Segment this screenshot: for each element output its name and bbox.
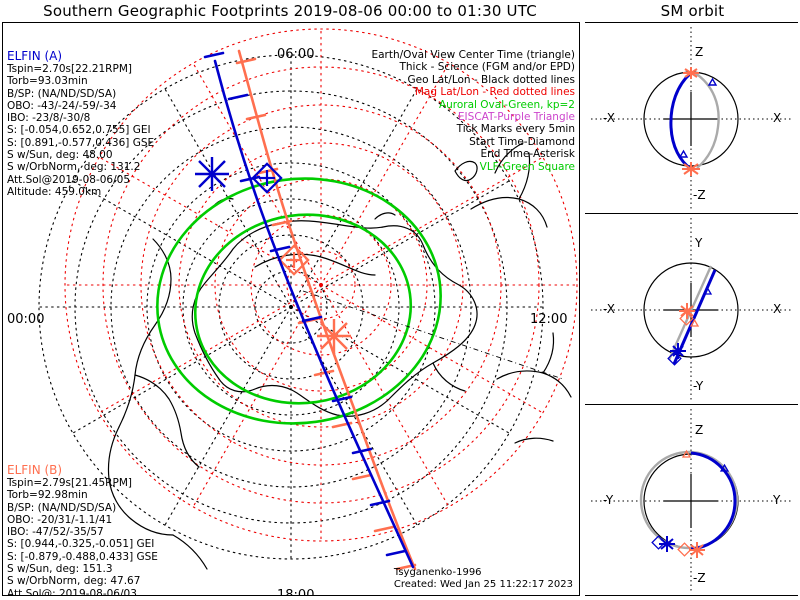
sm-yz-axis-left: -Y — [603, 493, 614, 507]
sm-xz-axis-right: X — [773, 111, 782, 125]
elfin-b-line: Att.Sol@: 2019-08-06/03 — [7, 587, 137, 596]
elfin-b-orbit-markers — [682, 67, 700, 176]
geo-meridian-grid — [38, 54, 544, 560]
legend-item: Earth/Oval View Center Time (triangle) — [371, 49, 575, 61]
elfin-a-track — [195, 51, 415, 569]
elfin-b-line: Tspin=2.79s[21.45RPM] — [7, 477, 132, 489]
elfin-b-name: ELFIN (B) — [7, 463, 63, 477]
legend-item: Tick Marks every 5min — [456, 123, 575, 136]
sm-xy-axis-top: Y — [695, 236, 703, 250]
legend-item: Mag Lat/Lon - Red dotted lines — [414, 86, 575, 99]
view-center-line — [302, 290, 564, 380]
elfin-b-end-marker — [317, 319, 351, 353]
elfin-b-end-marker — [689, 542, 705, 558]
elfin-a-line: B/SP: (NA/ND/SD/SA) — [7, 87, 117, 100]
elfin-b-markers — [679, 303, 695, 319]
elfin-b-info-block: ELFIN (B) Tspin=2.79s[21.45RPM] Torb=92.… — [7, 463, 158, 596]
elfin-a-info-block: ELFIN (A) Tspin=2.70s[22.21RPM] Torb=93.… — [7, 49, 154, 198]
legend-item: Start Time-Diamond — [469, 135, 575, 148]
created-timestamp: Created: Wed Jan 25 11:22:17 2023 — [393, 579, 573, 590]
view-center-triangle — [719, 463, 730, 472]
elfin-b-line: S w/OrbNorm, deg: 47.67 — [7, 575, 141, 588]
elfin-a-end-marker — [195, 157, 229, 191]
auroral-oval — [156, 177, 442, 425]
sm-panel-xz[interactable]: Z -Z -X X — [585, 22, 798, 213]
sm-yz-axis-bottom: -Z — [693, 571, 706, 585]
elfin-b-line: S: [0.944,-0.325,-0.051] GEI — [7, 538, 155, 551]
sm-xz-axis-top: Z — [695, 45, 704, 59]
map-legend: Earth/Oval View Center Time (triangle) T… — [371, 49, 575, 173]
elfin-b-line: IBO: -47/52/-35/57 — [7, 526, 104, 539]
elfin-a-orbit — [669, 71, 693, 171]
elfin-b-line: OBO: -20/31/-1.1/41 — [7, 513, 113, 526]
map-canvas — [38, 28, 578, 571]
elfin-a-line: S w/Sun, deg: 48.00 — [7, 149, 113, 162]
elfin-b-track — [235, 49, 417, 571]
elfin-a-line: IBO: -23/8/-30/8 — [7, 112, 91, 125]
start-diamond — [651, 535, 666, 550]
sm-xz-axis-left: -X — [603, 111, 615, 125]
sm-xz-canvas — [591, 27, 791, 209]
legend-item: VLF-Green Square — [479, 160, 575, 173]
elfin-a-start-marker — [251, 162, 283, 194]
sm-panel-yz[interactable]: Z -Z -Y Y — [585, 404, 798, 596]
elfin-b-line: S w/Sun, deg: 151.3 — [7, 563, 113, 576]
sm-yz-axis-top: Z — [695, 423, 704, 437]
clock-label-top: 06:00 — [277, 47, 315, 62]
elfin-a-line: S w/OrbNorm, deg: 131.2 — [7, 161, 141, 174]
sm-orbit-column: Z -Z -X X — [585, 22, 798, 596]
earth-circle — [643, 262, 739, 358]
footprint-map[interactable]: 06:00 00:00 12:00 18:00 ELFIN (A) Tspin=… — [2, 22, 580, 596]
elfin-b-line: Torb=92.98min — [7, 489, 88, 502]
legend-item: Geo Lat/Lon - Black dotted lines — [407, 73, 575, 86]
view-center-triangle — [707, 77, 718, 86]
elfin-a-orbit — [690, 451, 737, 551]
sm-xy-axis-right: X — [773, 302, 782, 316]
coastlines — [107, 142, 572, 570]
sm-panel-xy[interactable]: Y -Y -X X — [585, 213, 798, 404]
elfin-a-line: S: [-0.054,0.652,0.755] GEI — [7, 124, 151, 137]
sm-xz-axis-bottom: -Z — [693, 188, 706, 202]
elfin-a-line: OBO: -43/-24/-59/-34 — [7, 99, 117, 112]
legend-item: End Time-Asterisk — [480, 148, 575, 161]
elfin-a-name: ELFIN (A) — [7, 49, 63, 63]
model-orbit — [694, 72, 720, 169]
view-center-triangle — [689, 318, 700, 327]
clock-label-bottom: 18:00 — [277, 588, 315, 596]
legend-item: EISCAT-Purple Triangle — [457, 111, 575, 124]
sm-yz-canvas — [591, 409, 791, 592]
page-title: Southern Geographic Footprints 2019-08-0… — [43, 2, 537, 20]
start-diamond — [679, 311, 694, 326]
elfin-a-line: Tspin=2.70s[22.21RPM] — [7, 63, 132, 75]
clock-label-right: 12:00 — [530, 312, 568, 327]
start-diamond — [667, 351, 682, 366]
elfin-a-line: Att.Sol@2019-08-06/05 — [7, 173, 130, 186]
elfin-a-line: Altitude: 459.0km — [7, 185, 102, 198]
view-center-triangle — [681, 449, 692, 458]
elfin-b-line: B/SP: (NA/ND/SD/SA) — [7, 501, 117, 514]
sm-xy-axis-bottom: -Y — [693, 379, 704, 393]
view-center-triangle — [678, 149, 689, 158]
model-name: Tsyganenko-1996 — [393, 567, 482, 578]
elfin-b-start-marker — [278, 244, 310, 276]
sm-xy-canvas — [591, 218, 791, 400]
credit-block: Tsyganenko-1996 Created: Wed Jan 25 11:2… — [394, 567, 573, 591]
elfin-a-line: S: [0.891,-0.577,0.436] GSE — [7, 136, 155, 149]
sm-orbit-title: SM orbit — [660, 2, 725, 20]
elfin-a-line: Torb=93.03min — [7, 75, 88, 88]
legend-item: Thick - Science (FGM and/or EPD) — [399, 61, 575, 74]
clock-label-left: 00:00 — [7, 312, 45, 327]
sm-yz-axis-right: Y — [773, 493, 781, 507]
elfin-b-line: S: [-0.879,-0.488,0.433] GSE — [7, 550, 158, 563]
view-center-triangle — [702, 286, 713, 295]
sm-xy-axis-left: -X — [603, 302, 615, 316]
legend-item: Auroral Oval-Green, kp=2 — [438, 98, 575, 111]
start-diamond — [677, 542, 692, 557]
